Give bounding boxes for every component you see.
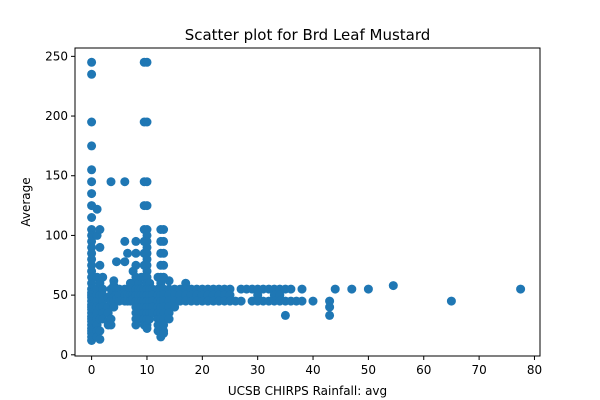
x-axis-title: UCSB CHIRPS Rainfall: avg (228, 384, 387, 398)
data-point-70 (106, 177, 116, 187)
data-point-109 (131, 260, 141, 270)
y-tick-label: 50 (53, 288, 68, 302)
x-tick-label: 30 (250, 363, 265, 377)
data-point-0 (87, 57, 97, 67)
data-point-206 (159, 248, 169, 258)
data-point-147 (142, 117, 152, 127)
y-axis-title: Average (19, 177, 33, 226)
data-point-1 (87, 69, 97, 79)
data-point-262 (236, 296, 246, 306)
data-point-51 (95, 260, 105, 270)
data-point-5 (87, 177, 97, 187)
data-point-295 (446, 296, 456, 306)
data-point-108 (131, 248, 141, 258)
data-point-4 (87, 165, 97, 175)
data-point-58 (98, 272, 108, 282)
data-point-91 (120, 257, 130, 267)
data-point-57 (95, 334, 105, 344)
data-point-167 (142, 324, 152, 333)
data-point-50 (95, 242, 105, 252)
data-point-282 (286, 284, 296, 294)
data-point-217 (159, 328, 169, 338)
y-tick-label: 0 (60, 348, 68, 362)
data-point-218 (164, 276, 174, 286)
data-point-204 (159, 225, 169, 234)
data-point-8 (87, 213, 97, 222)
y-tick-label: 250 (45, 49, 68, 63)
data-point-81 (109, 302, 119, 312)
data-point-89 (120, 177, 130, 187)
data-point-95 (123, 248, 133, 258)
x-tick-label: 60 (416, 363, 431, 377)
data-point-296 (516, 284, 526, 294)
data-point-3 (87, 141, 97, 151)
data-point-281 (280, 310, 290, 320)
x-tick-label: 10 (139, 363, 154, 377)
data-point-75 (106, 320, 116, 330)
y-tick-label: 200 (45, 109, 68, 123)
data-point-287 (308, 296, 318, 306)
data-point-2 (87, 117, 97, 127)
data-point-148 (142, 177, 152, 187)
data-point-90 (120, 236, 130, 246)
data-point-205 (159, 236, 169, 246)
x-tick-label: 40 (305, 363, 320, 377)
y-tick-label: 100 (45, 228, 68, 242)
data-point-107 (131, 236, 141, 246)
data-point-6 (87, 189, 97, 199)
data-point-207 (159, 260, 169, 270)
data-point-49 (95, 225, 105, 234)
x-tick-label: 20 (195, 363, 210, 377)
data-point-228 (170, 302, 180, 312)
y-tick-label: 150 (45, 169, 68, 183)
x-tick-label: 80 (527, 363, 542, 377)
x-axis: 0 10 20 30 40 50 60 70 80 (88, 356, 542, 377)
data-point-82 (112, 257, 121, 267)
plot-frame (74, 47, 541, 357)
data-point-37 (92, 204, 102, 214)
data-point-293 (363, 284, 373, 294)
data-point-294 (388, 281, 398, 291)
x-tick-label: 70 (471, 363, 486, 377)
data-point-224 (164, 314, 174, 324)
data-point-286 (297, 296, 307, 306)
data-point-291 (330, 284, 340, 294)
points-layer (87, 57, 526, 345)
data-point-285 (297, 284, 307, 294)
data-point-290 (325, 310, 335, 320)
chart-title: Scatter plot for Brd Leaf Mustard (185, 26, 431, 44)
data-point-117 (131, 320, 141, 330)
data-point-289 (325, 302, 335, 312)
x-tick-label: 0 (88, 363, 96, 377)
data-point-292 (347, 284, 357, 294)
x-tick-label: 50 (361, 363, 376, 377)
data-point-146 (142, 57, 152, 67)
data-point-149 (142, 201, 152, 211)
data-point-56 (95, 326, 105, 336)
y-axis: 0 50 100 150 200 250 (45, 49, 75, 362)
